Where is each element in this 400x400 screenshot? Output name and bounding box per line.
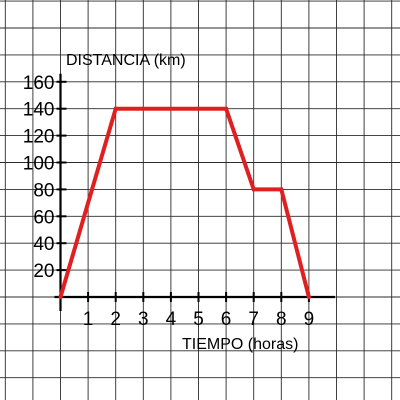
data-point: [279, 187, 284, 192]
x-tick-label: 9: [304, 309, 315, 330]
x-tick-label: 1: [83, 309, 94, 330]
y-tick-label: 100: [23, 154, 55, 175]
x-tick-label: 8: [276, 309, 287, 330]
axes: [54, 73, 335, 311]
y-axis-title: DISTANCIA (km): [66, 52, 186, 69]
y-tick-label: 120: [23, 127, 55, 148]
data-point: [224, 106, 229, 111]
y-tick-label: 60: [33, 207, 54, 228]
x-tick-label: 4: [166, 309, 177, 330]
y-tick-label: 80: [33, 180, 54, 201]
y-tick-label: 40: [33, 234, 54, 255]
data-point: [58, 295, 63, 299]
ticks: 20 40 60 80 100 120 140 160 1 2 3 4 5 6 7 8 9: [23, 73, 314, 330]
y-tick-label: 20: [33, 261, 54, 282]
x-tick-label: 6: [221, 309, 232, 330]
data-point: [306, 295, 311, 299]
x-axis-title: TIEMPO (horas): [182, 336, 298, 353]
x-tick-label: 5: [193, 309, 204, 330]
data-point: [113, 106, 118, 111]
series-line: [58, 106, 311, 298]
y-tick-label: 160: [23, 73, 55, 94]
x-tick-label: 2: [110, 309, 121, 330]
x-tick-label: 7: [248, 309, 259, 330]
series: [58, 106, 311, 299]
x-tick-label: 3: [138, 309, 149, 330]
data-point: [251, 187, 256, 192]
y-tick-label: 140: [23, 100, 55, 121]
